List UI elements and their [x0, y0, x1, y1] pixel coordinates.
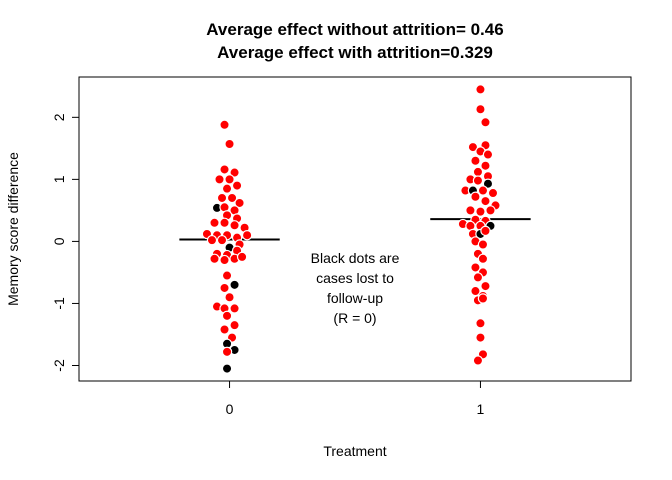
y-tick-label-4: 2	[51, 113, 67, 121]
retained-point-g1-42	[470, 285, 481, 297]
annotation-line-2: cases lost to	[316, 270, 394, 286]
chart-title-line-2: Average effect with attrition=0.329	[217, 43, 493, 62]
retained-point-g1-3	[219, 119, 230, 130]
x-axis-label: Treatment	[323, 443, 386, 459]
annotation: Black dots are cases lost to follow-up (R =…	[311, 250, 400, 326]
retained-point-g0-44	[219, 324, 230, 335]
retained-point-g1-17	[477, 185, 489, 196]
retained-point-g1-24	[485, 205, 496, 216]
retained-point-g1-41	[480, 280, 491, 292]
retained-point-g0-32	[219, 254, 230, 266]
retained-point-g1-9	[480, 160, 491, 171]
retained-point-g0-24	[206, 234, 218, 246]
retained-point-g0-42	[221, 310, 233, 322]
x-tick-label-0: 0	[226, 401, 234, 417]
retained-point-g0-2	[229, 167, 240, 178]
retained-point-g1-19	[470, 191, 481, 202]
retained-point-g1-5	[467, 141, 479, 153]
y-tick-label-1: -1	[51, 297, 67, 310]
retained-point-g0-8	[226, 192, 238, 204]
retained-point-g1-7	[482, 149, 494, 160]
retained-point-g1-40	[472, 272, 484, 283]
retained-point-g0-9	[234, 197, 245, 209]
retained-point-g0-16	[219, 217, 230, 228]
retained-point-g1-47	[475, 332, 486, 343]
retained-point-g0-38	[224, 292, 235, 303]
retained-point-g0-31	[209, 253, 220, 264]
retained-point-g1-37	[477, 253, 489, 264]
plot-frame	[78, 76, 632, 382]
retained-point-g0-5	[231, 180, 243, 191]
retained-point-g0-35	[221, 270, 233, 281]
chart-title-line-1: Average effect without attrition= 0.46	[206, 20, 503, 39]
retained-point-g1-33	[480, 225, 491, 237]
lost-point-g0-49	[221, 363, 233, 374]
y-tick-label-2: 0	[51, 237, 67, 245]
retained-point-g1-18	[487, 187, 499, 199]
retained-point-g1-49	[472, 355, 484, 366]
retained-point-g1-10	[472, 166, 484, 178]
retained-point-g0-15	[209, 217, 220, 228]
y-axis-label: Memory score difference	[5, 152, 21, 306]
retained-point-g0-23	[241, 230, 253, 241]
retained-point-g1-8	[470, 155, 481, 166]
retained-point-g0-37	[219, 282, 230, 294]
retained-point-g0-17	[229, 220, 240, 231]
retained-point-g1-46	[475, 318, 486, 329]
x-tick-label-1: 1	[477, 401, 485, 417]
retained-point-g0-4	[224, 174, 235, 185]
retained-point-g0-43	[229, 319, 240, 331]
retained-point-g0-0	[224, 138, 235, 150]
retained-point-g0-6	[221, 183, 233, 194]
lost-point-g0-36	[229, 279, 240, 291]
y-tick-label-0: -2	[51, 359, 67, 372]
retained-point-g1-35	[477, 239, 489, 250]
retained-point-g1-2	[480, 117, 491, 128]
lost-point-g1-14	[482, 178, 494, 189]
retained-point-g0-34	[236, 251, 248, 263]
y-tick-label-3: 1	[51, 175, 67, 183]
retained-point-g1-45	[477, 293, 489, 304]
retained-point-g1-38	[470, 262, 481, 273]
retained-point-g0-7	[216, 192, 228, 204]
retained-point-g1-13	[472, 175, 484, 186]
retained-point-g1-23	[475, 206, 486, 217]
retained-point-g0-41	[229, 303, 240, 314]
retained-point-g1-1	[475, 104, 486, 115]
retained-point-g0-1	[219, 164, 230, 175]
retained-point-g0-3	[214, 174, 225, 185]
retained-point-g0-48	[221, 346, 233, 358]
data-points	[201, 84, 501, 374]
retained-point-g0-25	[216, 234, 228, 246]
annotation-line-4: (R = 0)	[333, 310, 376, 326]
annotation-line-3: follow-up	[327, 290, 383, 306]
retained-point-g1-0	[475, 84, 486, 95]
annotation-line-1: Black dots are	[311, 250, 400, 266]
y-axis: -2 -1 0 1 2	[51, 113, 79, 372]
retained-point-g1-22	[465, 205, 476, 216]
retained-point-g1-20	[480, 195, 491, 207]
